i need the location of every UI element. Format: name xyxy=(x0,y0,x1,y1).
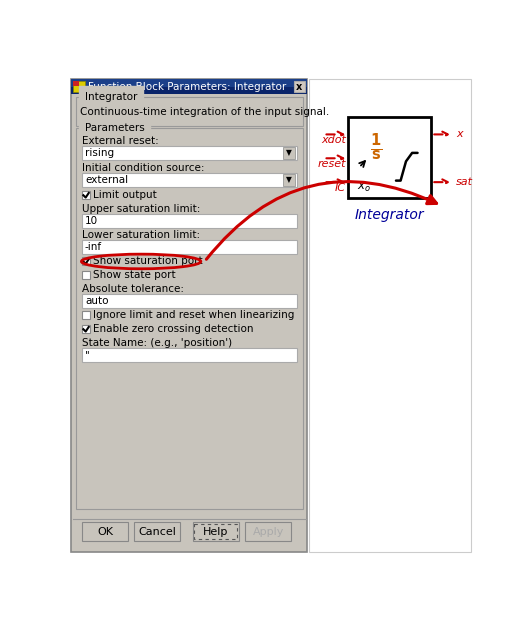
Text: -inf: -inf xyxy=(85,242,102,252)
Text: ▼: ▼ xyxy=(286,175,292,184)
Bar xyxy=(82,523,128,541)
Text: reset: reset xyxy=(317,159,346,169)
Bar xyxy=(82,257,90,265)
Bar xyxy=(309,79,471,552)
Text: ▼: ▼ xyxy=(286,148,292,157)
Text: Upper saturation limit:: Upper saturation limit: xyxy=(82,203,200,213)
Text: sat: sat xyxy=(456,177,473,187)
Bar xyxy=(73,81,79,86)
Bar xyxy=(82,173,297,187)
Text: x: x xyxy=(296,81,302,91)
Text: xdot: xdot xyxy=(321,135,346,145)
Text: Initial condition source:: Initial condition source: xyxy=(82,163,204,173)
Text: Limit output: Limit output xyxy=(93,190,157,200)
Text: Show state port: Show state port xyxy=(93,270,176,280)
Text: Enable zero crossing detection: Enable zero crossing detection xyxy=(93,324,254,334)
Bar xyxy=(71,79,307,88)
Text: Integrator: Integrator xyxy=(355,208,425,222)
Text: External reset:: External reset: xyxy=(82,136,159,146)
Text: Continuous-time integration of the input signal.: Continuous-time integration of the input… xyxy=(80,106,329,116)
Text: Absolute tolerance:: Absolute tolerance: xyxy=(82,284,184,294)
Text: Function Block Parameters: Integrator: Function Block Parameters: Integrator xyxy=(88,81,286,91)
Text: $\mathbf{\frac{1}{s}}$: $\mathbf{\frac{1}{s}}$ xyxy=(370,131,382,163)
Bar xyxy=(82,240,297,254)
Text: State Name: (e.g., 'position'): State Name: (e.g., 'position') xyxy=(82,337,232,347)
Bar xyxy=(283,146,295,159)
Text: rising: rising xyxy=(85,148,114,158)
Bar xyxy=(82,191,90,199)
Text: Integrator: Integrator xyxy=(85,91,137,101)
Bar xyxy=(82,310,90,319)
Text: x: x xyxy=(456,130,463,140)
Bar xyxy=(82,347,297,362)
Bar xyxy=(348,118,432,198)
Text: external: external xyxy=(85,175,128,185)
Bar xyxy=(71,79,307,552)
Bar xyxy=(134,523,180,541)
Bar xyxy=(73,81,85,92)
Bar xyxy=(82,213,297,228)
Bar xyxy=(193,523,239,541)
Text: Apply: Apply xyxy=(252,526,284,536)
Bar xyxy=(82,294,297,307)
Bar xyxy=(82,146,297,160)
Text: Cancel: Cancel xyxy=(139,526,176,536)
Bar xyxy=(194,524,237,540)
Bar xyxy=(245,523,291,541)
Bar xyxy=(76,128,303,509)
Text: auto: auto xyxy=(85,295,109,305)
Text: Parameters: Parameters xyxy=(85,123,144,133)
Bar xyxy=(82,270,90,279)
Text: $x_o$: $x_o$ xyxy=(357,181,372,194)
Bar xyxy=(283,173,295,186)
Text: ": " xyxy=(85,350,90,359)
Text: Show saturation port: Show saturation port xyxy=(93,257,203,267)
Bar xyxy=(71,79,307,95)
Text: IC: IC xyxy=(335,183,346,193)
Bar xyxy=(76,96,303,126)
Bar xyxy=(80,86,85,91)
Text: Lower saturation limit:: Lower saturation limit: xyxy=(82,230,200,240)
Text: OK: OK xyxy=(97,526,113,536)
Bar xyxy=(82,325,90,333)
Bar xyxy=(294,81,305,92)
Text: Ignore limit and reset when linearizing: Ignore limit and reset when linearizing xyxy=(93,310,295,321)
Text: Help: Help xyxy=(203,526,229,536)
FancyArrowPatch shape xyxy=(207,182,436,259)
Text: 10: 10 xyxy=(85,215,98,225)
